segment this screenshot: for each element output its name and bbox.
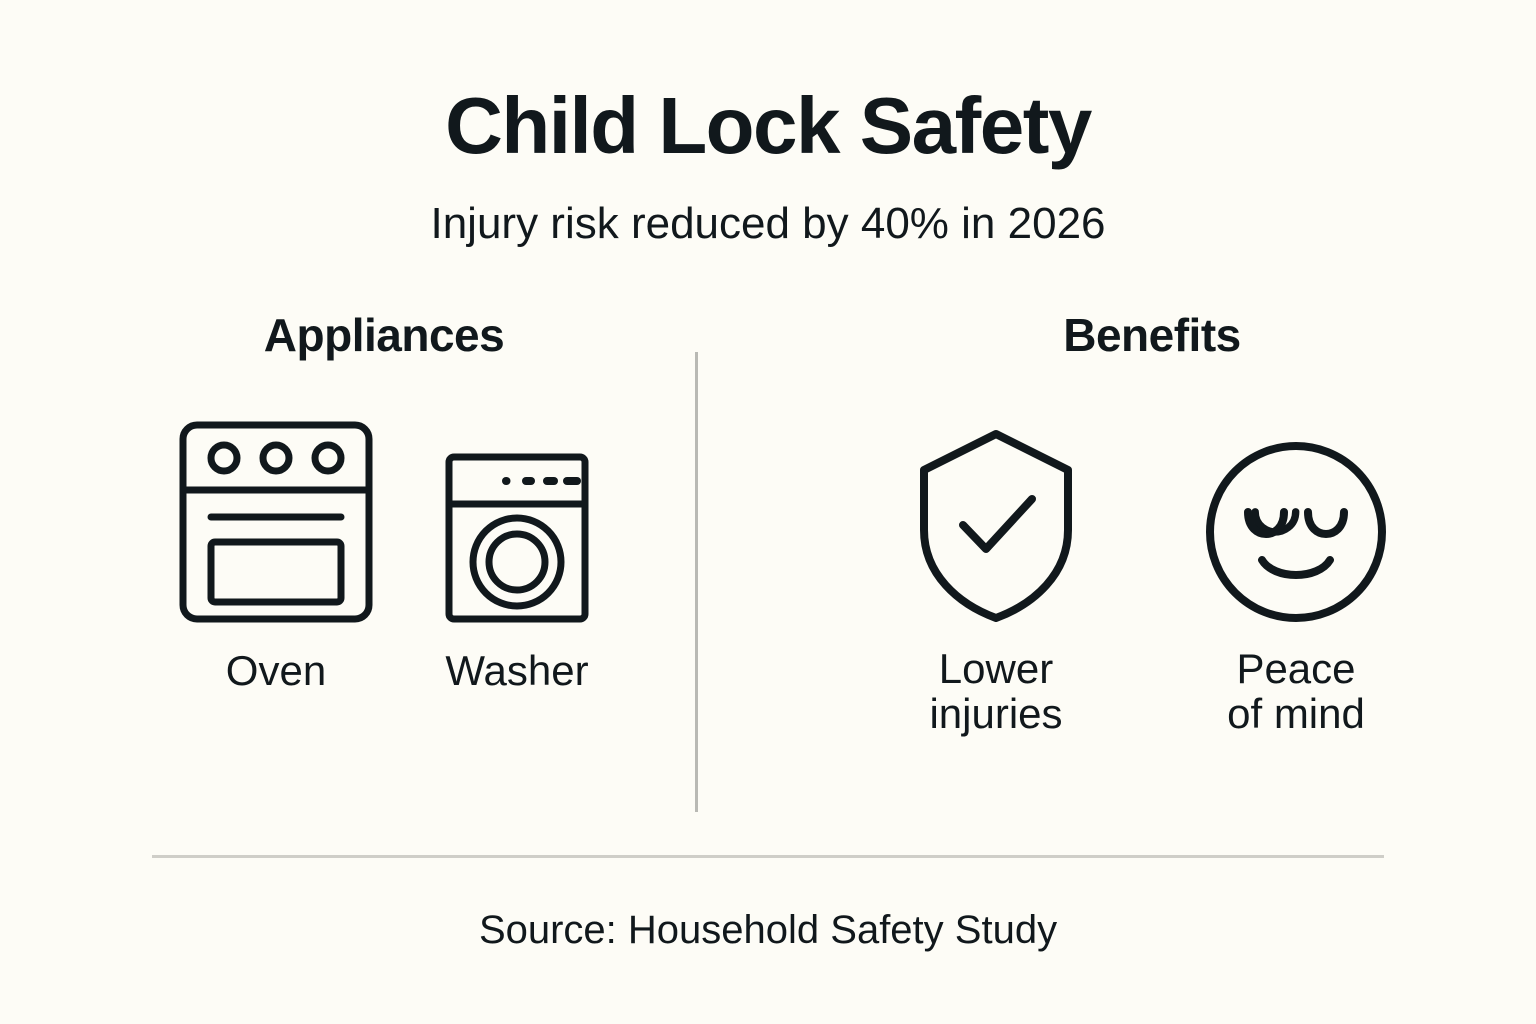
item-lower-injuries: Lower injuries	[916, 414, 1076, 737]
column-appliances: Appliances	[0, 312, 768, 693]
item-label-lower-injuries: Lower injuries	[929, 645, 1063, 738]
footer: Source: Household Safety Study	[0, 855, 1536, 1024]
shield-icon-slot	[916, 414, 1076, 624]
shield-check-icon	[916, 428, 1076, 624]
footer-divider	[152, 855, 1384, 858]
benefit-items: Lower injuries	[916, 414, 1388, 737]
column-heading-appliances: Appliances	[263, 309, 505, 361]
column-heading-benefits: Benefits	[1063, 309, 1241, 361]
item-label-oven: Oven	[225, 647, 327, 694]
column-divider	[695, 352, 698, 812]
item-label-peace-of-mind: Peace of mind	[1227, 645, 1365, 738]
smiley-icon-slot	[1204, 414, 1388, 624]
source-text: Source: Household Safety Study	[478, 908, 1058, 952]
washer-icon-slot	[444, 414, 590, 624]
item-oven: Oven	[178, 414, 374, 693]
column-benefits: Benefits Lower injuries	[768, 312, 1536, 737]
header: Child Lock Safety Injury risk reduced by…	[0, 0, 1536, 246]
washer-icon	[444, 452, 590, 624]
smiley-face-icon	[1204, 440, 1388, 624]
appliance-items: Oven	[178, 414, 590, 693]
page-subtitle: Injury risk reduced by 40% in 2026	[430, 199, 1106, 248]
oven-icon-slot	[178, 414, 374, 624]
item-washer: Washer	[444, 414, 590, 693]
item-label-washer: Washer	[445, 647, 589, 694]
page-title: Child Lock Safety	[445, 81, 1092, 170]
oven-icon	[178, 420, 374, 624]
item-peace-of-mind: Peace of mind	[1204, 414, 1388, 737]
columns-container: Appliances	[0, 312, 1536, 812]
